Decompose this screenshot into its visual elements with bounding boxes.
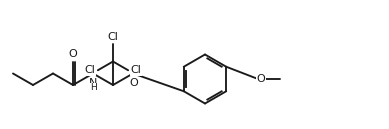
- Text: O: O: [68, 49, 77, 59]
- Text: N: N: [89, 78, 98, 88]
- Text: O: O: [257, 74, 265, 83]
- Text: O: O: [130, 79, 138, 88]
- Text: Cl: Cl: [84, 65, 95, 75]
- Text: H: H: [90, 83, 97, 92]
- Text: Cl: Cl: [131, 65, 142, 75]
- Text: Cl: Cl: [108, 31, 118, 42]
